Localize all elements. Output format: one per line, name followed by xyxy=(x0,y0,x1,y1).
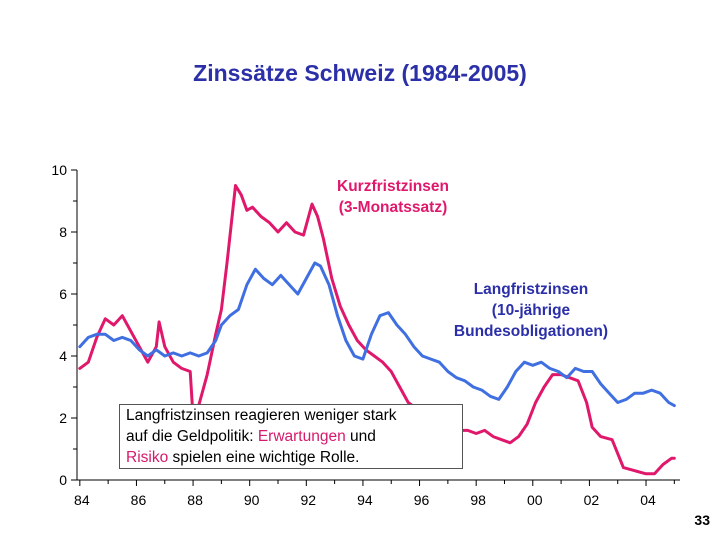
annotation-line-1: Langfristzinsen reagieren weniger stark xyxy=(126,407,397,424)
x-tick-label: 92 xyxy=(301,492,317,508)
y-tick-label: 8 xyxy=(59,224,67,240)
x-tick-label: 02 xyxy=(584,492,600,508)
long-rate-line xyxy=(78,261,676,408)
short-rate-label: Kurzfristzinsen xyxy=(337,178,449,195)
annotation-line-2: auf die Geldpolitik: Erwartungen und xyxy=(126,426,456,447)
x-tick-label: 04 xyxy=(640,492,656,508)
annotation-text: und xyxy=(345,428,376,445)
x-tick-label: 00 xyxy=(527,492,543,508)
annotation-emphasis-risk: Risiko xyxy=(126,449,169,466)
annotation-text: spielen eine wichtige Rolle. xyxy=(168,449,360,466)
short-rate-label: (3-Monatssatz) xyxy=(339,199,448,216)
x-tick-label: 88 xyxy=(187,492,203,508)
page-number: 33 xyxy=(694,512,710,528)
y-tick-label: 10 xyxy=(51,162,67,178)
x-tick-label: 84 xyxy=(74,492,90,508)
y-tick-label: 0 xyxy=(59,472,67,488)
y-tick-label: 4 xyxy=(59,348,67,364)
annotation-emphasis-expectations: Erwartungen xyxy=(257,428,346,445)
long-rate-label: (10-jährige xyxy=(492,302,571,319)
annotation-box: Langfristzinsen reagieren weniger stark … xyxy=(119,404,463,469)
x-tick-label: 90 xyxy=(244,492,260,508)
long-rate-label: Bundesobligationen) xyxy=(454,323,608,340)
annotation-text: auf die Geldpolitik: xyxy=(126,428,258,445)
x-tick-label: 94 xyxy=(357,492,373,508)
x-tick-label: 96 xyxy=(414,492,430,508)
y-tick-label: 6 xyxy=(59,286,67,302)
x-tick-label: 86 xyxy=(131,492,147,508)
annotation-line-3: Risiko spielen eine wichtige Rolle. xyxy=(126,447,456,468)
chart-title: Zinssätze Schweiz (1984-2005) xyxy=(193,60,527,86)
long-rate-label: Langfristzinsen xyxy=(474,281,589,298)
y-tick-label: 2 xyxy=(59,410,67,426)
x-tick-label: 98 xyxy=(470,492,486,508)
